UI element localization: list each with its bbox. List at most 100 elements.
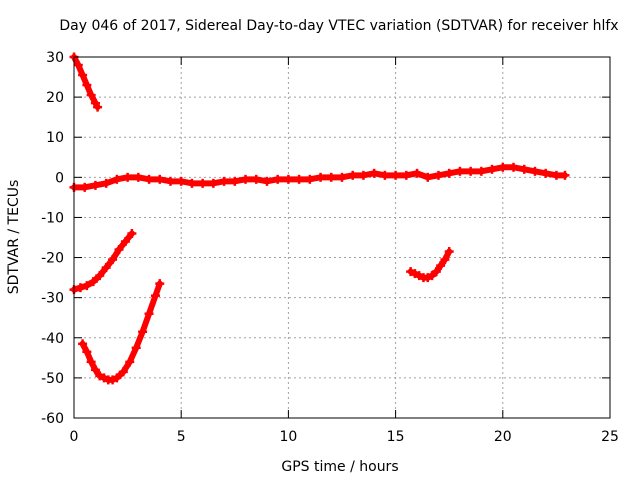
data-point-arc-rising-left-2 — [82, 281, 92, 291]
data-point-arc-main-zero-35 — [444, 168, 454, 178]
x-tick-label-10: 10 — [279, 429, 297, 445]
data-point-arc-main-zero-44 — [541, 168, 551, 178]
y-axis-label: SDTVAR / TECUs — [6, 180, 22, 295]
data-point-arc-top-left-3 — [82, 80, 92, 90]
data-point-arc-rising-left-9 — [127, 228, 137, 238]
data-point-arc-main-zero-13 — [208, 178, 218, 188]
x-tick-label-5: 5 — [177, 429, 186, 445]
data-point-arc-main-zero-9 — [165, 176, 175, 186]
data-point-arc-main-zero-36 — [455, 166, 465, 176]
y-tick-label--30: -30 — [41, 291, 64, 307]
data-point-arc-main-zero-40 — [498, 162, 508, 172]
plot-frame — [73, 56, 611, 419]
data-point-arc-main-zero-37 — [466, 166, 476, 176]
data-point-arc-top-left-6 — [93, 102, 103, 112]
data-point-arc-main-zero-26 — [348, 170, 358, 180]
data-point-arc-main-zero-42 — [519, 164, 529, 174]
data-point-arc-rising-left-5 — [101, 263, 111, 273]
data-point-arc-u-shape-2 — [86, 357, 96, 367]
data-point-arc-u-shape-10 — [125, 357, 135, 367]
data-point-arc-main-zero-1 — [80, 182, 90, 192]
data-point-arc-right-dip-9 — [444, 247, 454, 257]
data-point-arc-main-zero-38 — [476, 166, 486, 176]
data-point-arc-main-zero-14 — [219, 176, 229, 186]
data-point-arc-main-zero-21 — [294, 174, 304, 184]
data-point-arc-u-shape-13 — [144, 309, 154, 319]
data-point-arc-top-left-1 — [73, 60, 83, 70]
data-point-arc-main-zero-31 — [401, 170, 411, 180]
data-point-arc-u-shape-8 — [112, 373, 122, 383]
data-point-arc-main-zero-17 — [251, 174, 261, 184]
y-tick-label-0: 0 — [55, 170, 64, 186]
data-point-arc-main-zero-29 — [380, 170, 390, 180]
data-point-arc-right-dip-6 — [431, 267, 441, 277]
data-point-arc-rising-left-3 — [88, 277, 98, 287]
data-point-arc-main-zero-4 — [112, 174, 122, 184]
y-tick-label--50: -50 — [41, 371, 64, 387]
data-point-arc-rising-left-1 — [75, 283, 85, 293]
data-point-arc-main-zero-5 — [123, 172, 133, 182]
data-point-arc-main-zero-33 — [423, 172, 433, 182]
data-point-arc-main-zero-16 — [241, 174, 251, 184]
data-point-arc-main-zero-18 — [262, 176, 272, 186]
y-tick-label-10: 10 — [46, 130, 64, 146]
chart-title: Day 046 of 2017, Sidereal Day-to-day VTE… — [59, 18, 618, 34]
y-tick-label-20: 20 — [46, 90, 64, 106]
data-point-arc-main-zero-8 — [155, 174, 165, 184]
data-point-arc-u-shape-9 — [118, 367, 128, 377]
data-point-arc-main-zero-3 — [101, 178, 111, 188]
data-point-arc-top-left-4 — [86, 90, 96, 100]
x-tick-label-25: 25 — [601, 429, 619, 445]
data-point-arc-top-left-2 — [78, 70, 88, 80]
data-point-arc-main-zero-19 — [273, 174, 283, 184]
data-point-arc-main-zero-15 — [230, 176, 240, 186]
data-point-arc-right-dip-7 — [436, 261, 446, 271]
axis-ticks: 0 5 10 15 20 25 -60 -50 -40 -30 -20 -10 0 10 20 30 — [41, 50, 619, 445]
data-point-arc-main-zero-2 — [90, 180, 100, 190]
data-point-arc-u-shape-0 — [78, 339, 88, 349]
y-tick-label--20: -20 — [41, 251, 64, 267]
data-point-arc-u-shape-3 — [90, 365, 100, 375]
data-point-arc-main-zero-28 — [369, 168, 379, 178]
y-tick-label--40: -40 — [41, 331, 64, 347]
x-tick-label-20: 20 — [494, 429, 512, 445]
data-point-arc-rising-left-4 — [95, 271, 105, 281]
data-point-arc-u-shape-15 — [155, 279, 165, 289]
data-point-arc-main-zero-10 — [176, 176, 186, 186]
y-tick-label-30: 30 — [46, 50, 64, 66]
data-point-arc-main-zero-30 — [391, 170, 401, 180]
x-axis-label: GPS time / hours — [281, 459, 398, 475]
x-tick-label-0: 0 — [70, 429, 79, 445]
data-point-arc-main-zero-23 — [316, 172, 326, 182]
data-point-arc-rising-left-8 — [120, 237, 130, 247]
data-point-arc-main-zero-45 — [551, 170, 561, 180]
data-point-arc-main-zero-7 — [144, 174, 154, 184]
data-point-arc-main-zero-22 — [305, 174, 315, 184]
data-point-arc-rising-left-6 — [108, 255, 118, 265]
data-point-arc-main-zero-41 — [509, 162, 519, 172]
data-point-arc-rising-left-7 — [114, 245, 124, 255]
x-tick-label-15: 15 — [387, 429, 405, 445]
data-point-arc-main-zero-20 — [283, 174, 293, 184]
data-point-arc-u-shape-12 — [138, 327, 148, 337]
data-point-arc-u-shape-11 — [131, 343, 141, 353]
y-tick-label--60: -60 — [41, 411, 64, 427]
data-point-arc-main-zero-6 — [133, 172, 143, 182]
data-point-arc-right-dip-8 — [440, 255, 450, 265]
data-point-arc-u-shape-14 — [150, 291, 160, 301]
grid-lines — [74, 57, 610, 418]
data-point-arc-main-zero-27 — [358, 170, 368, 180]
data-point-arc-main-zero-34 — [433, 170, 443, 180]
data-point-arc-main-zero-12 — [198, 178, 208, 188]
data-point-arc-main-zero-43 — [530, 166, 540, 176]
data-point-arc-main-zero-32 — [412, 168, 422, 178]
data-point-arc-main-zero-39 — [487, 164, 497, 174]
data-point-arc-main-zero-11 — [187, 178, 197, 188]
y-tick-label--10: -10 — [41, 210, 64, 226]
data-point-arc-main-zero-25 — [337, 172, 347, 182]
data-point-arc-main-zero-46 — [560, 170, 570, 180]
data-point-arc-main-zero-24 — [326, 172, 336, 182]
data-point-arc-u-shape-1 — [82, 347, 92, 357]
